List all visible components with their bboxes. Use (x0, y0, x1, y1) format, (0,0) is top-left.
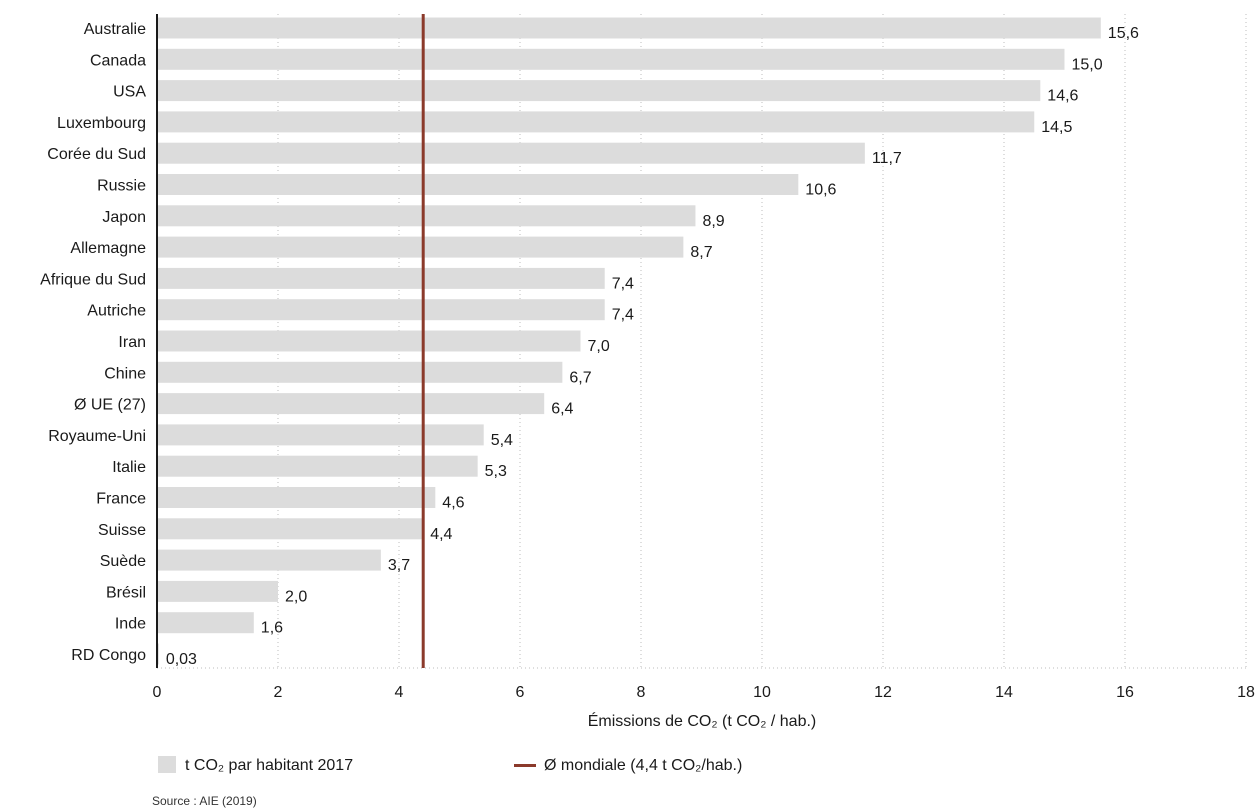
value-label-19: 1,6 (261, 620, 283, 637)
bar-2 (157, 80, 1041, 102)
bar-6 (157, 205, 696, 227)
x-tick-label-3: 6 (516, 684, 525, 701)
bar-15 (157, 487, 436, 508)
x-tick-labels: 0 2 4 6 8 10 12 14 16 18 (153, 684, 1255, 701)
category-label-6: Japon (102, 209, 146, 226)
category-label-12: Ø UE (27) (74, 397, 146, 414)
value-label-14: 5,3 (485, 463, 507, 480)
x-tick-label-6: 12 (874, 684, 892, 701)
legend: t CO₂ par habitant 2017 Ø mondiale (4,4 … (158, 756, 742, 774)
category-label-4: Corée du Sud (47, 146, 146, 163)
category-label-20: RD Congo (71, 647, 146, 664)
value-label-18: 2,0 (285, 588, 307, 605)
value-label-1: 15,0 (1072, 56, 1103, 73)
bar-7 (157, 236, 684, 258)
bar-10 (157, 330, 581, 352)
category-label-16: Suisse (98, 522, 146, 539)
value-label-5: 10,6 (805, 182, 836, 199)
bar-17 (157, 549, 381, 571)
x-tick-label-2: 4 (395, 684, 404, 701)
category-label-18: Brésil (106, 584, 146, 601)
bar-18 (157, 580, 278, 602)
bar-9 (157, 299, 605, 321)
value-label-4: 11,7 (872, 150, 902, 167)
value-labels: 15,615,014,614,511,710,68,98,77,47,47,06… (166, 25, 1139, 668)
bar-14 (157, 455, 478, 477)
value-label-0: 15,6 (1108, 25, 1139, 42)
category-label-10: Iran (118, 334, 146, 351)
legend-line-label: Ø mondiale (4,4 t CO₂/hab.) (544, 757, 742, 774)
category-label-17: Suède (100, 553, 146, 570)
bar-5 (157, 174, 799, 195)
category-label-14: Italie (112, 459, 146, 476)
bar-19 (157, 612, 254, 634)
value-label-15: 4,6 (442, 495, 464, 512)
category-labels: Australie Canada USA Luxembourg Corée du Sud… (40, 21, 146, 664)
value-label-2: 14,6 (1047, 88, 1078, 105)
category-label-2: USA (113, 84, 146, 101)
category-label-19: Inde (115, 616, 146, 633)
bar-16 (157, 518, 424, 540)
x-tick-label-8: 16 (1116, 684, 1134, 701)
source-note: Source : AIE (2019) (152, 794, 257, 808)
value-label-20: 0,03 (166, 651, 197, 668)
x-axis-title: Émissions de CO₂ (t CO₂ / hab.) (588, 711, 816, 730)
legend-bar-swatch (158, 756, 176, 773)
x-tick-label-5: 10 (753, 684, 771, 701)
value-label-16: 4,4 (430, 526, 452, 543)
legend-bar-label: t CO₂ par habitant 2017 (185, 757, 353, 774)
category-label-15: France (96, 491, 146, 508)
bar-0 (157, 17, 1101, 39)
value-label-7: 8,7 (690, 244, 712, 261)
value-label-9: 7,4 (612, 307, 634, 324)
value-label-13: 5,4 (491, 432, 513, 449)
value-label-10: 7,0 (588, 338, 610, 355)
category-label-9: Autriche (87, 303, 146, 320)
bar-3 (157, 111, 1035, 133)
value-label-8: 7,4 (612, 275, 634, 292)
category-label-0: Australie (84, 21, 146, 38)
category-label-5: Russie (97, 178, 146, 195)
bar-12 (157, 393, 545, 415)
category-label-7: Allemagne (70, 240, 146, 257)
value-label-11: 6,7 (569, 369, 591, 386)
value-label-3: 14,5 (1041, 119, 1072, 136)
category-label-11: Chine (104, 365, 146, 382)
bar-13 (157, 424, 484, 446)
x-tick-label-9: 18 (1237, 684, 1255, 701)
value-label-17: 3,7 (388, 557, 410, 574)
category-label-3: Luxembourg (57, 115, 146, 132)
category-label-8: Afrique du Sud (40, 271, 146, 288)
category-label-13: Royaume-Uni (48, 428, 146, 445)
x-tick-label-4: 8 (637, 684, 646, 701)
value-label-6: 8,9 (702, 213, 724, 230)
category-label-1: Canada (90, 52, 146, 69)
x-tick-label-7: 14 (995, 684, 1013, 701)
bars (157, 17, 1101, 665)
bar-1 (157, 48, 1065, 70)
x-tick-label-1: 2 (274, 684, 283, 701)
legend-line-swatch (514, 764, 536, 767)
bar-11 (157, 361, 563, 383)
x-tick-label-0: 0 (153, 684, 162, 701)
value-label-12: 6,4 (551, 401, 573, 418)
bar-8 (157, 267, 605, 289)
bar-4 (157, 142, 865, 164)
